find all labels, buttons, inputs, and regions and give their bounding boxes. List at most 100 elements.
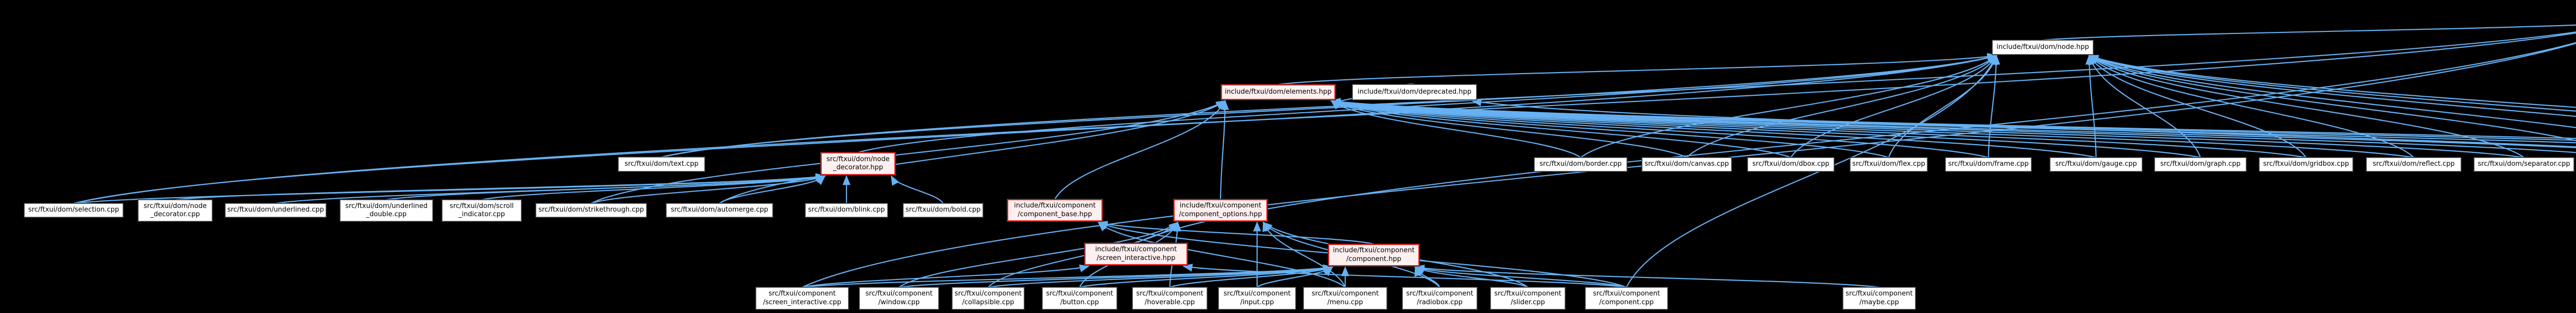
graph-node-c_menu[interactable]: src/ftxui/component /menu.cpp: [1303, 287, 1387, 309]
edge-component_options-to-elements: [1219, 100, 1229, 200]
edge-selection_cpp-to-root: [73, 32, 2576, 204]
edge-vbox-to-node: [2088, 55, 2576, 108]
edge-selection_cpp-to-node: [73, 54, 1997, 204]
edge-reflect-to-elements: [1330, 98, 2414, 159]
graph-node-component_options[interactable]: include/ftxui/component /component_optio…: [1174, 199, 1267, 221]
edge-nodedec_cpp-to-nodedec_hpp: [175, 173, 826, 201]
graph-node-component_base[interactable]: include/ftxui/component /component_base.…: [1007, 199, 1103, 221]
graph-node-frame[interactable]: src/ftxui/dom/frame.cpp: [1945, 158, 2031, 171]
edge-node-to-root: [2042, 24, 2576, 41]
graph-node-screen_interactive_hpp[interactable]: include/ftxui/component /screen_interact…: [1084, 243, 1188, 265]
graph-node-c_hoverable[interactable]: src/ftxui/component /hoverable.cpp: [1132, 287, 1207, 309]
edge-selection_cpp-to-nodedec_hpp: [73, 173, 826, 204]
graph-node-selection_cpp[interactable]: src/ftxui/dom/selection.cpp: [24, 203, 123, 217]
graph-node-bold[interactable]: src/ftxui/dom/bold.cpp: [903, 203, 983, 217]
graph-node-graph[interactable]: src/ftxui/dom/graph.cpp: [2155, 158, 2246, 171]
edge-frame-to-elements: [1330, 99, 1989, 159]
graph-node-c_window[interactable]: src/ftxui/component /window.cpp: [859, 287, 939, 309]
edge-c_hoverable-to-component_hpp: [1170, 266, 1333, 288]
edge-c_screen_interactive-to-root: [802, 42, 2576, 288]
edge-scroll_indicator-to-nodedec_hpp: [481, 174, 826, 201]
edge-frame-to-node: [1988, 55, 2001, 158]
edge-separator-to-node: [2088, 55, 2524, 158]
graph-node-nodedec_cpp[interactable]: src/ftxui/dom/node _decorator.cpp: [138, 200, 212, 221]
graph-node-scroll_indicator[interactable]: src/ftxui/dom/scroll _indicator.cpp: [442, 200, 521, 221]
edge-c_component-to-node: [1626, 55, 1997, 288]
edge-flexbox-to-node: [2088, 55, 2576, 117]
edge-c_window-to-component_hpp: [899, 265, 1333, 288]
edge-c_component-to-screen_interactive_hpp: [1182, 264, 1627, 288]
edge-util-to-elements: [1330, 98, 2576, 148]
edge-graph-to-elements: [1330, 99, 2201, 159]
edge-c_component-to-component_hpp: [1414, 266, 1627, 288]
graph-node-automerge[interactable]: src/ftxui/dom/automerge.cpp: [666, 203, 773, 217]
graph-node-component_hpp[interactable]: include/ftxui/component /component.hpp: [1328, 244, 1419, 266]
edge-c_menu-to-component_options: [1262, 221, 1346, 288]
edge-canvas-to-elements: [1330, 100, 1687, 158]
edge-flex-to-elements: [1330, 100, 1889, 159]
graph-node-flex[interactable]: src/ftxui/dom/flex.cpp: [1850, 158, 1927, 171]
edge-hbox-to-node: [2088, 55, 2576, 112]
edge-util-to-node: [2088, 55, 2576, 128]
edge-dbox-to-node: [1790, 55, 1997, 158]
edge-automerge-to-elements: [719, 100, 1226, 204]
edge-dbox-to-elements: [1330, 100, 1791, 159]
graph-node-blink[interactable]: src/ftxui/dom/blink.cpp: [805, 203, 888, 217]
graph-node-c_maybe[interactable]: src/ftxui/component /maybe.cpp: [1843, 287, 1916, 309]
edge-c_window-to-component_options: [899, 221, 1179, 288]
edge-size-to-elements: [1330, 98, 2576, 153]
edge-gauge-to-node: [2085, 55, 2097, 158]
edge-border-to-node: [1580, 55, 1997, 158]
edge-canvas-to-node: [1686, 55, 1997, 158]
graph-node-underlined_double[interactable]: src/ftxui/dom/underlined _double.cpp: [340, 200, 433, 221]
edge-border-to-elements: [1330, 100, 1581, 158]
edge-size-to-node: [2088, 55, 2576, 142]
edge-c_button-to-component_hpp: [1079, 266, 1333, 288]
graph-node-separator[interactable]: src/ftxui/dom/separator.cpp: [2474, 158, 2574, 171]
edge-graph-to-node: [2088, 55, 2201, 158]
edge-c_screen_interactive-to-screen_interactive_hpp: [802, 264, 1090, 288]
graph-node-reflect[interactable]: src/ftxui/dom/reflect.cpp: [2366, 158, 2461, 171]
edge-c_input-to-component_hpp: [1257, 266, 1333, 288]
graph-node-deprecated[interactable]: include/ftxui/dom/deprecated.hpp: [1352, 84, 1477, 100]
edge-component_base-to-elements: [1054, 100, 1226, 200]
graph-node-c_component[interactable]: src/ftxui/component /component.cpp: [1585, 287, 1668, 309]
graph-node-strikethrough[interactable]: src/ftxui/dom/strikethrough.cpp: [536, 203, 647, 217]
edge-nodedec_hpp-to-node: [858, 54, 1997, 153]
edge-gauge-to-elements: [1330, 99, 2096, 159]
edge-component_hpp-to-component_base: [1097, 221, 1374, 245]
edge-screen_interactive_hpp-to-root: [1136, 42, 2576, 244]
graph-node-c_slider[interactable]: src/ftxui/component /slider.cpp: [1490, 287, 1565, 309]
graph-node-c_button[interactable]: src/ftxui/component /button.cpp: [1042, 287, 1117, 309]
graph-node-text[interactable]: src/ftxui/dom/text.cpp: [618, 157, 705, 171]
edge-reflect-to-node: [2088, 55, 2414, 158]
edge-separator-to-elements: [1330, 98, 2524, 159]
graph-node-c_input[interactable]: src/ftxui/component /input.cpp: [1218, 287, 1296, 309]
edge-text-to-node: [661, 54, 1997, 158]
graph-node-node[interactable]: include/ftxui/dom/node.hpp: [1992, 40, 2093, 55]
edge-elements-to-node: [1278, 53, 1997, 85]
graph-node-dbox[interactable]: src/ftxui/dom/dbox.cpp: [1748, 158, 1834, 171]
edge-vbox-to-elements: [1330, 98, 2576, 139]
edge-c_menu-to-component_base: [1097, 221, 1346, 288]
edge-c_collapsible-to-component_options: [988, 221, 1179, 288]
graph-node-elements[interactable]: include/ftxui/dom/elements.hpp: [1221, 84, 1335, 100]
edge-gridbox-to-elements: [1330, 98, 2307, 159]
edge-underlined_double-to-nodedec_hpp: [386, 173, 826, 201]
edge-util-to-deprecated: [1471, 98, 2576, 148]
edge-flex-to-node: [1888, 55, 1998, 158]
graph-node-nodedec_hpp[interactable]: src/ftxui/dom/node _decorator.hpp: [821, 152, 895, 175]
graph-node-border[interactable]: src/ftxui/dom/border.cpp: [1534, 158, 1627, 171]
graph-node-gridbox[interactable]: src/ftxui/dom/gridbox.cpp: [2259, 158, 2353, 171]
graph-node-gauge[interactable]: src/ftxui/dom/gauge.cpp: [2050, 158, 2142, 171]
graph-node-canvas[interactable]: src/ftxui/dom/canvas.cpp: [1642, 158, 1732, 171]
graph-node-c_screen_interactive[interactable]: src/ftxui/component /screen_interactive.…: [756, 287, 849, 309]
graph-node-c_collapsible[interactable]: src/ftxui/component /collapsible.cpp: [952, 287, 1024, 309]
edge-c_maybe-to-component_hpp: [1414, 264, 1879, 288]
graph-node-c_radiobox[interactable]: src/ftxui/component /radiobox.cpp: [1402, 287, 1477, 309]
edge-text-to-root: [661, 31, 2576, 158]
graph-node-underlined[interactable]: src/ftxui/dom/underlined.cpp: [225, 203, 326, 217]
edge-bold-to-nodedec_hpp: [891, 175, 944, 204]
